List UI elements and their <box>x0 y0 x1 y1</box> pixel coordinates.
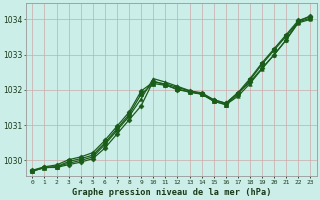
X-axis label: Graphe pression niveau de la mer (hPa): Graphe pression niveau de la mer (hPa) <box>72 188 271 197</box>
